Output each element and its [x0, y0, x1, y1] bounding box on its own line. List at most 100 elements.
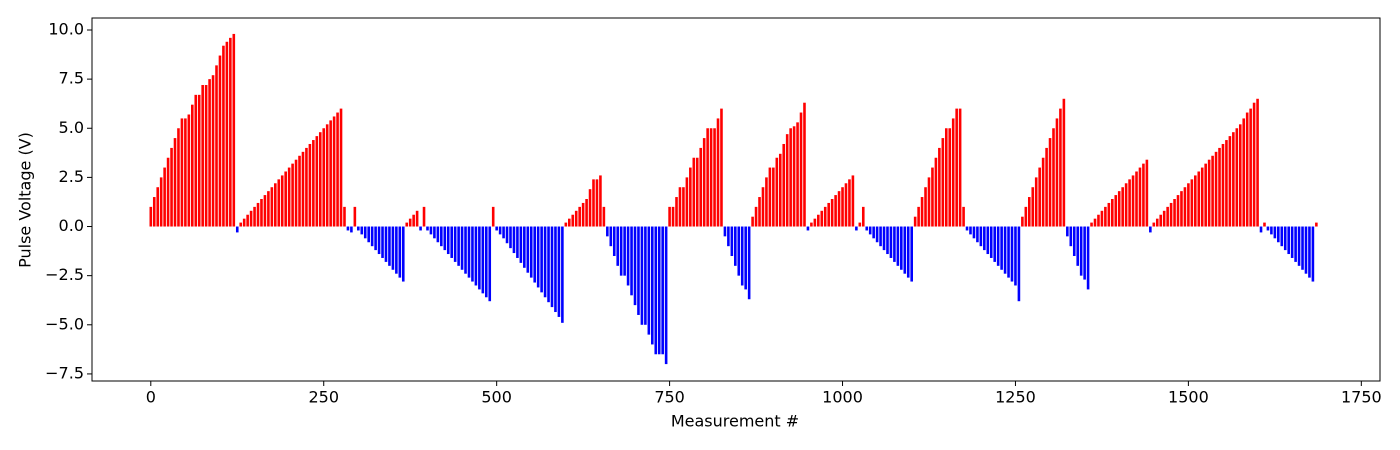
bar — [668, 206, 671, 227]
bar — [332, 116, 336, 227]
bar — [1183, 187, 1187, 227]
bar — [803, 102, 806, 227]
bar — [1066, 226, 1069, 237]
bar — [242, 218, 246, 227]
x-tick-label: 0 — [146, 388, 156, 407]
bar — [1000, 226, 1003, 270]
bar — [879, 226, 882, 247]
bar — [412, 214, 415, 227]
bar — [893, 226, 896, 262]
bar — [464, 226, 467, 274]
bar — [637, 226, 640, 315]
bar — [979, 226, 983, 247]
bar — [761, 187, 765, 227]
bar — [208, 79, 211, 227]
bar — [256, 202, 260, 227]
bar — [516, 226, 519, 258]
bar — [159, 177, 163, 227]
bar — [1010, 226, 1014, 282]
bar — [692, 157, 696, 227]
bar — [654, 226, 658, 355]
bar — [1069, 226, 1073, 247]
bar — [377, 226, 381, 255]
bar — [706, 128, 709, 227]
bar — [612, 226, 616, 257]
bar — [235, 226, 239, 233]
bar — [446, 226, 450, 255]
bar — [246, 214, 249, 227]
bar — [509, 226, 512, 249]
bar — [502, 226, 505, 239]
bar — [270, 187, 274, 227]
bar — [408, 218, 412, 227]
bar — [626, 226, 630, 286]
bar — [1221, 143, 1225, 227]
y-tick-label: 0.0 — [59, 216, 84, 235]
bar — [1117, 191, 1121, 227]
bar — [1038, 167, 1041, 227]
bar — [184, 118, 187, 227]
bar — [996, 226, 1000, 266]
bar — [571, 214, 575, 227]
bar — [346, 226, 350, 231]
bar — [526, 226, 530, 273]
bar — [1128, 179, 1131, 227]
bar — [1149, 226, 1152, 233]
bar — [350, 226, 353, 233]
bar — [498, 226, 502, 235]
bar — [619, 226, 623, 276]
bar — [561, 226, 564, 323]
bar — [1249, 108, 1252, 227]
bar — [543, 226, 547, 298]
bar — [747, 226, 751, 300]
y-axis-label: Pulse Voltage (V) — [16, 132, 35, 268]
bar — [1204, 163, 1207, 227]
bar — [730, 226, 734, 257]
bar — [1052, 128, 1055, 227]
bar — [550, 226, 554, 308]
bar — [1259, 226, 1263, 233]
y-tick-label: 5.0 — [59, 118, 84, 137]
bar — [630, 226, 633, 296]
bar — [792, 126, 796, 227]
bar — [1225, 140, 1228, 227]
bar — [1121, 187, 1124, 227]
bar — [249, 210, 253, 227]
y-tick-label: −2.5 — [45, 265, 84, 284]
bar — [1294, 226, 1297, 262]
bar — [422, 206, 426, 227]
bar — [1076, 226, 1080, 266]
bar — [536, 226, 540, 288]
bar — [1218, 147, 1221, 227]
bar — [685, 177, 689, 227]
bar — [689, 167, 692, 227]
bar — [460, 226, 464, 270]
bar — [865, 226, 869, 231]
bar — [827, 202, 830, 227]
bar — [1287, 226, 1290, 255]
bar — [1024, 206, 1028, 227]
bar — [640, 226, 644, 325]
bar — [623, 226, 626, 276]
bar — [955, 108, 958, 227]
bar — [325, 124, 329, 227]
bar — [478, 226, 481, 290]
bar — [194, 94, 198, 227]
bar — [1031, 187, 1035, 227]
bar — [1097, 214, 1100, 227]
bar — [1124, 183, 1128, 227]
bar — [817, 214, 820, 227]
bar — [1169, 202, 1173, 227]
bar — [1027, 197, 1031, 227]
bar — [405, 222, 409, 227]
bar — [1142, 163, 1145, 227]
bar — [633, 226, 637, 306]
bar — [941, 138, 945, 227]
bar — [848, 179, 851, 227]
bar — [353, 206, 357, 227]
bar — [910, 226, 913, 282]
bar — [1301, 226, 1304, 270]
bar — [813, 218, 817, 227]
bar — [336, 112, 339, 227]
bar — [384, 226, 388, 262]
